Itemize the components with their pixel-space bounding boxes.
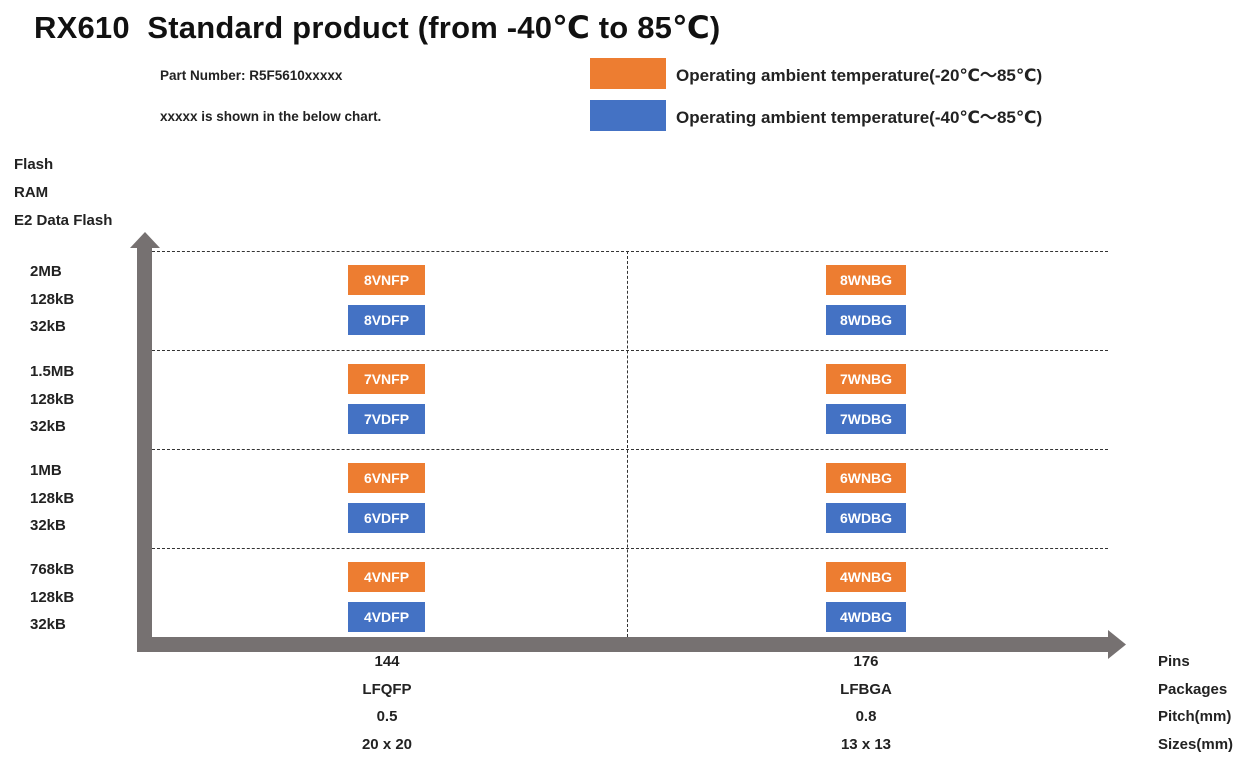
x-column-176: 176 LFBGA 0.8 13 x 13 [806,648,926,758]
x-col-size: 13 x 13 [840,735,892,753]
product-box-7WDBG: 7WDBG [826,404,906,434]
x-col-pins: 144 [374,653,400,670]
product-box-8WNBG: 8WNBG [826,265,906,295]
x-label-packages: Packages [1158,680,1228,698]
legend-item-orange: Operating ambient temperature(-20℃～85℃) [590,58,1042,89]
y-tick-group: 768kB 128kB 32kB [30,556,74,639]
y-tick-flash: 768kB [30,561,75,578]
product-box-6VDFP: 6VDFP [348,503,425,533]
y-tick-ram: 128kB [30,489,75,507]
product-box-7VDFP: 7VDFP [348,404,425,434]
y-axis-header-ram: RAM [14,184,49,201]
x-col-package: LFQFP [362,680,412,698]
x-col-pitch: 0.8 [855,708,877,725]
grid-line-horizontal [152,350,1108,351]
product-box-6WDBG: 6WDBG [826,503,906,533]
legend-item-blue: Operating ambient temperature(-40℃～85℃) [590,100,1042,131]
product-box-4VDFP: 4VDFP [348,602,425,632]
y-tick-e2: 32kB [30,517,66,534]
y-tick-group: 2MB 128kB 32kB [30,258,74,341]
y-tick-e2: 32kB [30,616,66,633]
y-tick-flash: 1MB [30,462,62,479]
y-axis-arrow-icon [130,232,160,652]
x-col-pins: 176 [853,653,879,670]
grid-line-horizontal [152,251,1108,252]
part-number-label: Part Number: R5F5610xxxxx [160,68,343,83]
x-col-pitch: 0.5 [376,708,398,725]
y-tick-ram: 128kB [30,390,75,408]
product-box-8WDBG: 8WDBG [826,305,906,335]
x-col-package: LFBGA [840,680,892,698]
y-tick-ram: 128kB [30,290,75,308]
legend-swatch-blue [590,100,666,131]
y-tick-e2: 32kB [30,318,66,335]
product-box-7WNBG: 7WNBG [826,364,906,394]
product-box-7VNFP: 7VNFP [348,364,425,394]
y-axis-header-flash: Flash [14,156,54,173]
product-box-4WNBG: 4WNBG [826,562,906,592]
page-title: RX610 Standard product (from -40℃ to 85℃… [34,10,721,45]
x-axis-arrow-icon [137,630,1126,659]
x-axis-labels: Pins Packages Pitch(mm) Sizes(mm) [1158,648,1233,758]
product-box-8VDFP: 8VDFP [348,305,425,335]
grid-line-horizontal [152,449,1108,450]
product-box-4VNFP: 4VNFP [348,562,425,592]
grid-line-vertical [627,251,628,637]
y-tick-flash: 1.5MB [30,363,75,380]
product-box-6VNFP: 6VNFP [348,463,425,493]
product-box-6WNBG: 6WNBG [826,463,906,493]
y-tick-flash: 2MB [30,263,62,280]
y-tick-e2: 32kB [30,418,66,435]
legend-label-orange: Operating ambient temperature(-20℃～85℃) [676,66,1043,85]
x-col-size: 20 x 20 [361,735,413,753]
legend-swatch-orange [590,58,666,89]
y-tick-group: 1.5MB 128kB 32kB [30,358,74,441]
product-box-4WDBG: 4WDBG [826,602,906,632]
grid-line-horizontal [152,548,1108,549]
x-label-pins: Pins [1158,653,1190,670]
x-label-sizes: Sizes(mm) [1158,735,1234,753]
legend-label-blue: Operating ambient temperature(-40℃～85℃) [676,108,1043,127]
product-box-8VNFP: 8VNFP [348,265,425,295]
part-number-note: xxxxx is shown in the below chart. [160,109,382,124]
y-tick-group: 1MB 128kB 32kB [30,457,74,540]
y-axis-header-e2: E2 Data Flash [14,212,113,229]
x-label-pitch: Pitch(mm) [1158,708,1232,725]
x-column-144: 144 LFQFP 0.5 20 x 20 [327,648,447,758]
y-tick-ram: 128kB [30,588,75,606]
